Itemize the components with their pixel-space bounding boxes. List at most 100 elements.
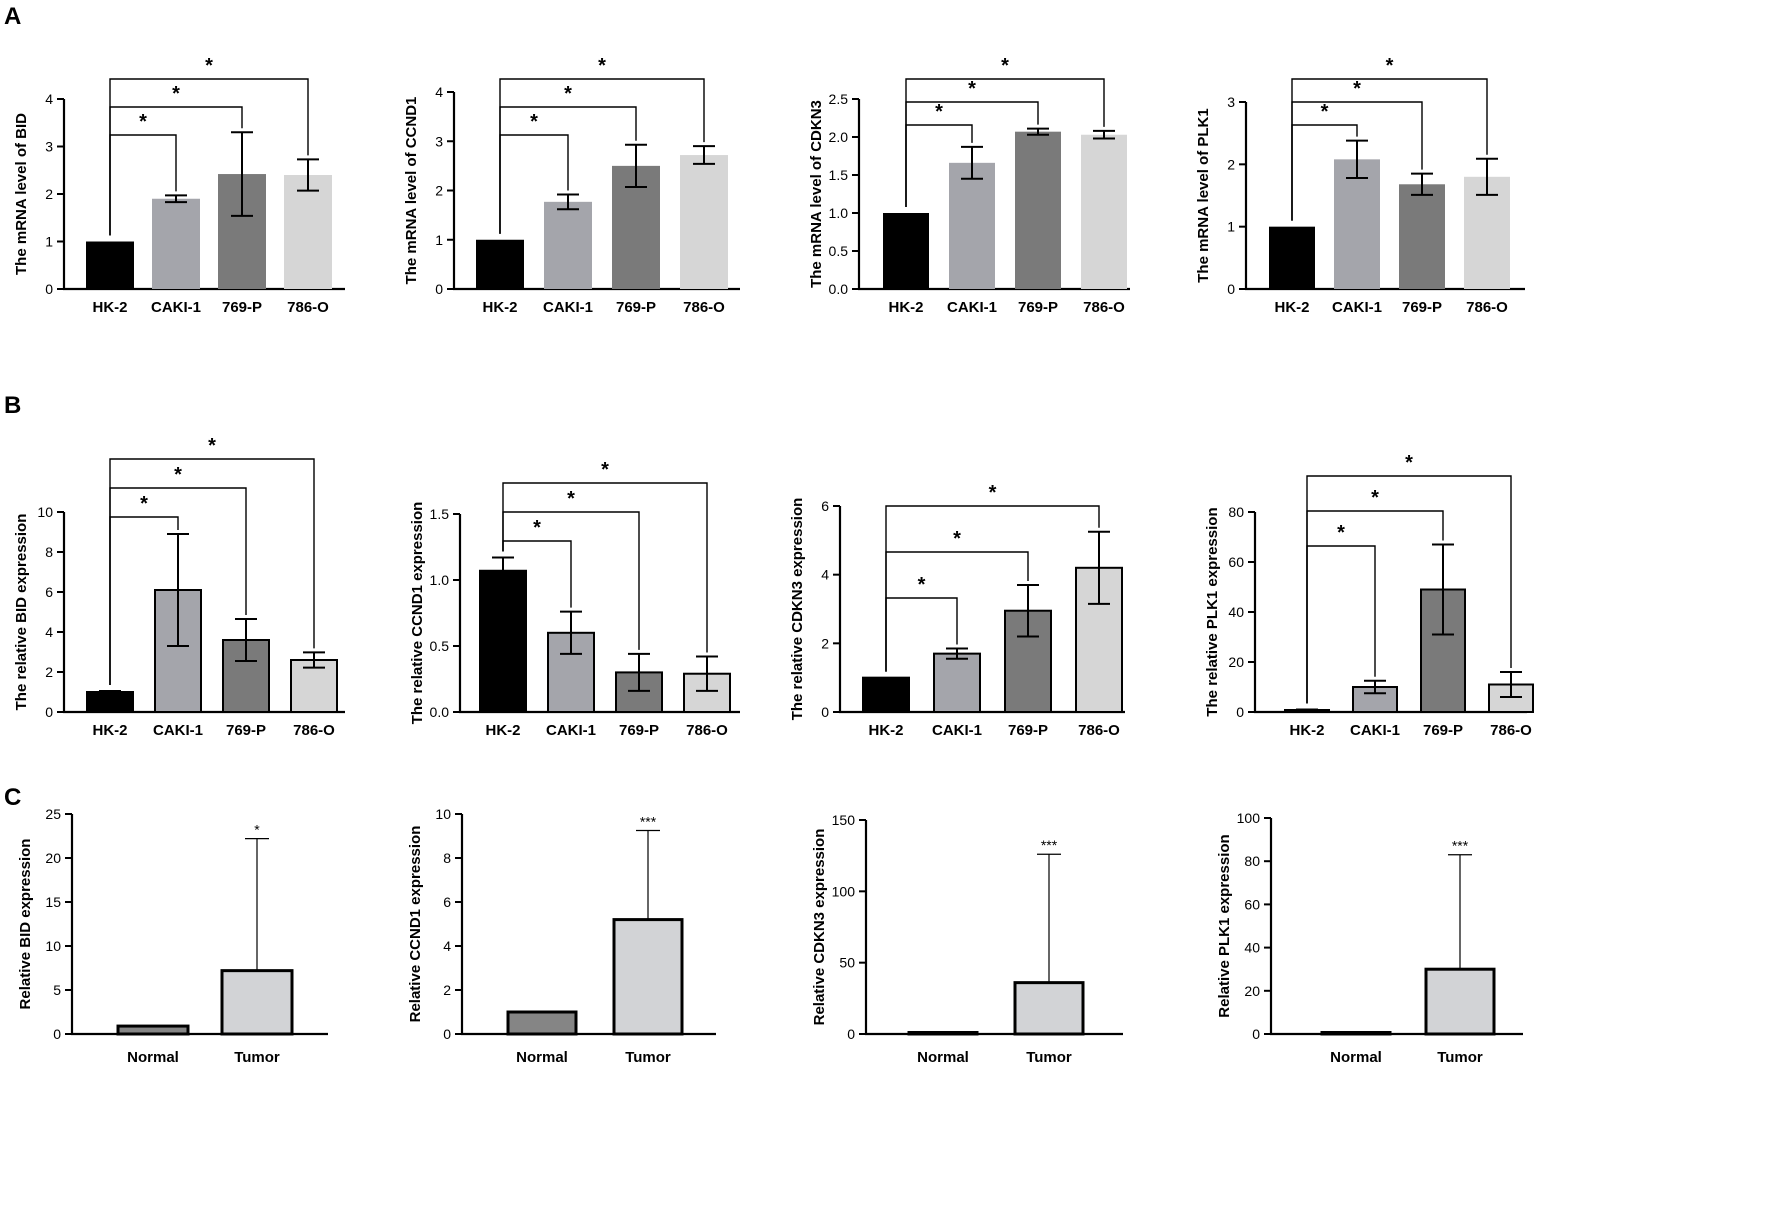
bar-caki-1 <box>152 198 200 289</box>
significance-star: * <box>601 459 609 481</box>
y-tick-label: 0 <box>45 704 53 720</box>
y-tick-label: 6 <box>45 584 53 600</box>
x-tick-label: CAKI-1 <box>1332 299 1382 316</box>
significance-star: *** <box>640 814 657 830</box>
x-tick-label: Normal <box>127 1049 179 1066</box>
y-tick-label: 25 <box>45 806 61 822</box>
significance-bracket <box>1291 78 1488 221</box>
x-tick-label: Tumor <box>234 1049 280 1066</box>
bar-hk-2 <box>86 241 134 289</box>
y-tick-label: 0 <box>1236 704 1244 720</box>
x-tick-label: HK-2 <box>92 722 127 739</box>
significance-star: * <box>968 78 976 100</box>
y-tick-label: 0 <box>821 704 829 720</box>
x-tick-label: CAKI-1 <box>546 722 596 739</box>
bar-786-o <box>680 155 728 289</box>
x-tick-label: HK-2 <box>485 722 520 739</box>
x-tick-label: CAKI-1 <box>1350 722 1400 739</box>
significance-star: * <box>567 488 575 510</box>
bar-normal <box>116 1024 190 1036</box>
y-axis-title: The mRNA level of BID <box>13 113 30 275</box>
y-tick-label: 0 <box>435 281 443 297</box>
y-tick-label: 2.5 <box>829 91 849 107</box>
y-tick-label: 8 <box>45 544 53 560</box>
x-tick-label: 786-O <box>1466 299 1508 316</box>
bar-caki-1 <box>933 652 981 714</box>
x-tick-label: 769-P <box>616 299 656 316</box>
significance-star: * <box>533 517 541 539</box>
y-axis-title: The mRNA level of CDKN3 <box>808 100 825 288</box>
y-tick-label: 2 <box>443 982 451 998</box>
y-tick-label: 50 <box>839 955 855 971</box>
panel-label-a: A <box>4 3 22 30</box>
x-tick-label: 769-P <box>1008 722 1048 739</box>
x-tick-label: Normal <box>917 1049 969 1066</box>
y-tick-label: 60 <box>1228 554 1244 570</box>
y-tick-label: 3 <box>45 139 53 155</box>
y-tick-label: 0 <box>1252 1026 1260 1042</box>
x-tick-label: 786-O <box>293 722 335 739</box>
x-tick-label: 769-P <box>1402 299 1442 316</box>
x-tick-label: 786-O <box>683 299 725 316</box>
significance-star: * <box>564 83 572 105</box>
significance-star: *** <box>1452 838 1469 854</box>
y-tick-label: 40 <box>1244 940 1260 956</box>
y-tick-label: 0 <box>847 1026 855 1042</box>
significance-star: * <box>139 111 147 133</box>
y-tick-label: 4 <box>435 84 443 100</box>
significance-star: * <box>989 482 997 504</box>
y-tick-label: 80 <box>1244 853 1260 869</box>
y-axis-title: Relative CCND1 expression <box>407 826 424 1023</box>
bar-hk-2 <box>1269 226 1315 289</box>
y-tick-label: 3 <box>1227 94 1235 110</box>
y-tick-label: 0.0 <box>829 281 849 297</box>
x-tick-label: Tumor <box>1026 1049 1072 1066</box>
y-tick-label: 5 <box>53 982 61 998</box>
y-axis-title: Relative BID expression <box>17 839 34 1010</box>
y-tick-label: 8 <box>443 850 451 866</box>
x-tick-label: 769-P <box>226 722 266 739</box>
chart-a2: 0 1 2 3 4 The mRNA level of CCND1 HK-2 CAKI-1 76… <box>403 55 740 316</box>
y-axis-title: The relative CDKN3 expression <box>789 498 806 721</box>
significance-star: * <box>140 493 148 515</box>
significance-star: * <box>1337 522 1345 544</box>
x-tick-label: Normal <box>1330 1049 1382 1066</box>
significance-bracket <box>905 78 1105 207</box>
x-tick-label: 769-P <box>1018 299 1058 316</box>
y-tick-label: 6 <box>821 498 829 514</box>
x-tick-label: HK-2 <box>888 299 923 316</box>
significance-star: * <box>174 464 182 486</box>
y-tick-label: 150 <box>832 812 856 828</box>
y-tick-label: 1 <box>1227 219 1235 235</box>
y-axis-title: The relative PLK1 expression <box>1204 507 1221 716</box>
bar-hk-2 <box>476 239 524 289</box>
bar-caki-1 <box>1334 159 1380 289</box>
x-tick-label: 786-O <box>686 722 728 739</box>
x-tick-label: CAKI-1 <box>543 299 593 316</box>
significance-star: * <box>1353 78 1361 100</box>
significance-star: * <box>1386 55 1394 77</box>
chart-b4: 0 20 40 60 80 The relative PLK1 expression HK-… <box>1204 452 1534 739</box>
x-tick-label: CAKI-1 <box>932 722 982 739</box>
significance-star: * <box>172 83 180 105</box>
y-tick-label: 40 <box>1228 604 1244 620</box>
y-tick-label: 3 <box>435 133 443 149</box>
y-tick-label: 2 <box>435 183 443 199</box>
x-tick-label: 769-P <box>619 722 659 739</box>
x-tick-label: HK-2 <box>1274 299 1309 316</box>
significance-star: * <box>1321 101 1329 123</box>
bar-hk-2 <box>883 213 929 289</box>
y-tick-label: 15 <box>45 894 61 910</box>
x-tick-label: 786-O <box>1078 722 1120 739</box>
x-tick-label: Tumor <box>1437 1049 1483 1066</box>
y-tick-label: 2 <box>1227 156 1235 172</box>
significance-star: *** <box>1041 837 1058 853</box>
y-tick-label: 4 <box>821 567 829 583</box>
y-axis-title: The mRNA level of CCND1 <box>403 97 420 285</box>
y-tick-label: 100 <box>832 883 856 899</box>
significance-bracket <box>502 482 708 653</box>
x-tick-label: 769-P <box>222 299 262 316</box>
x-tick-label: 769-P <box>1423 722 1463 739</box>
